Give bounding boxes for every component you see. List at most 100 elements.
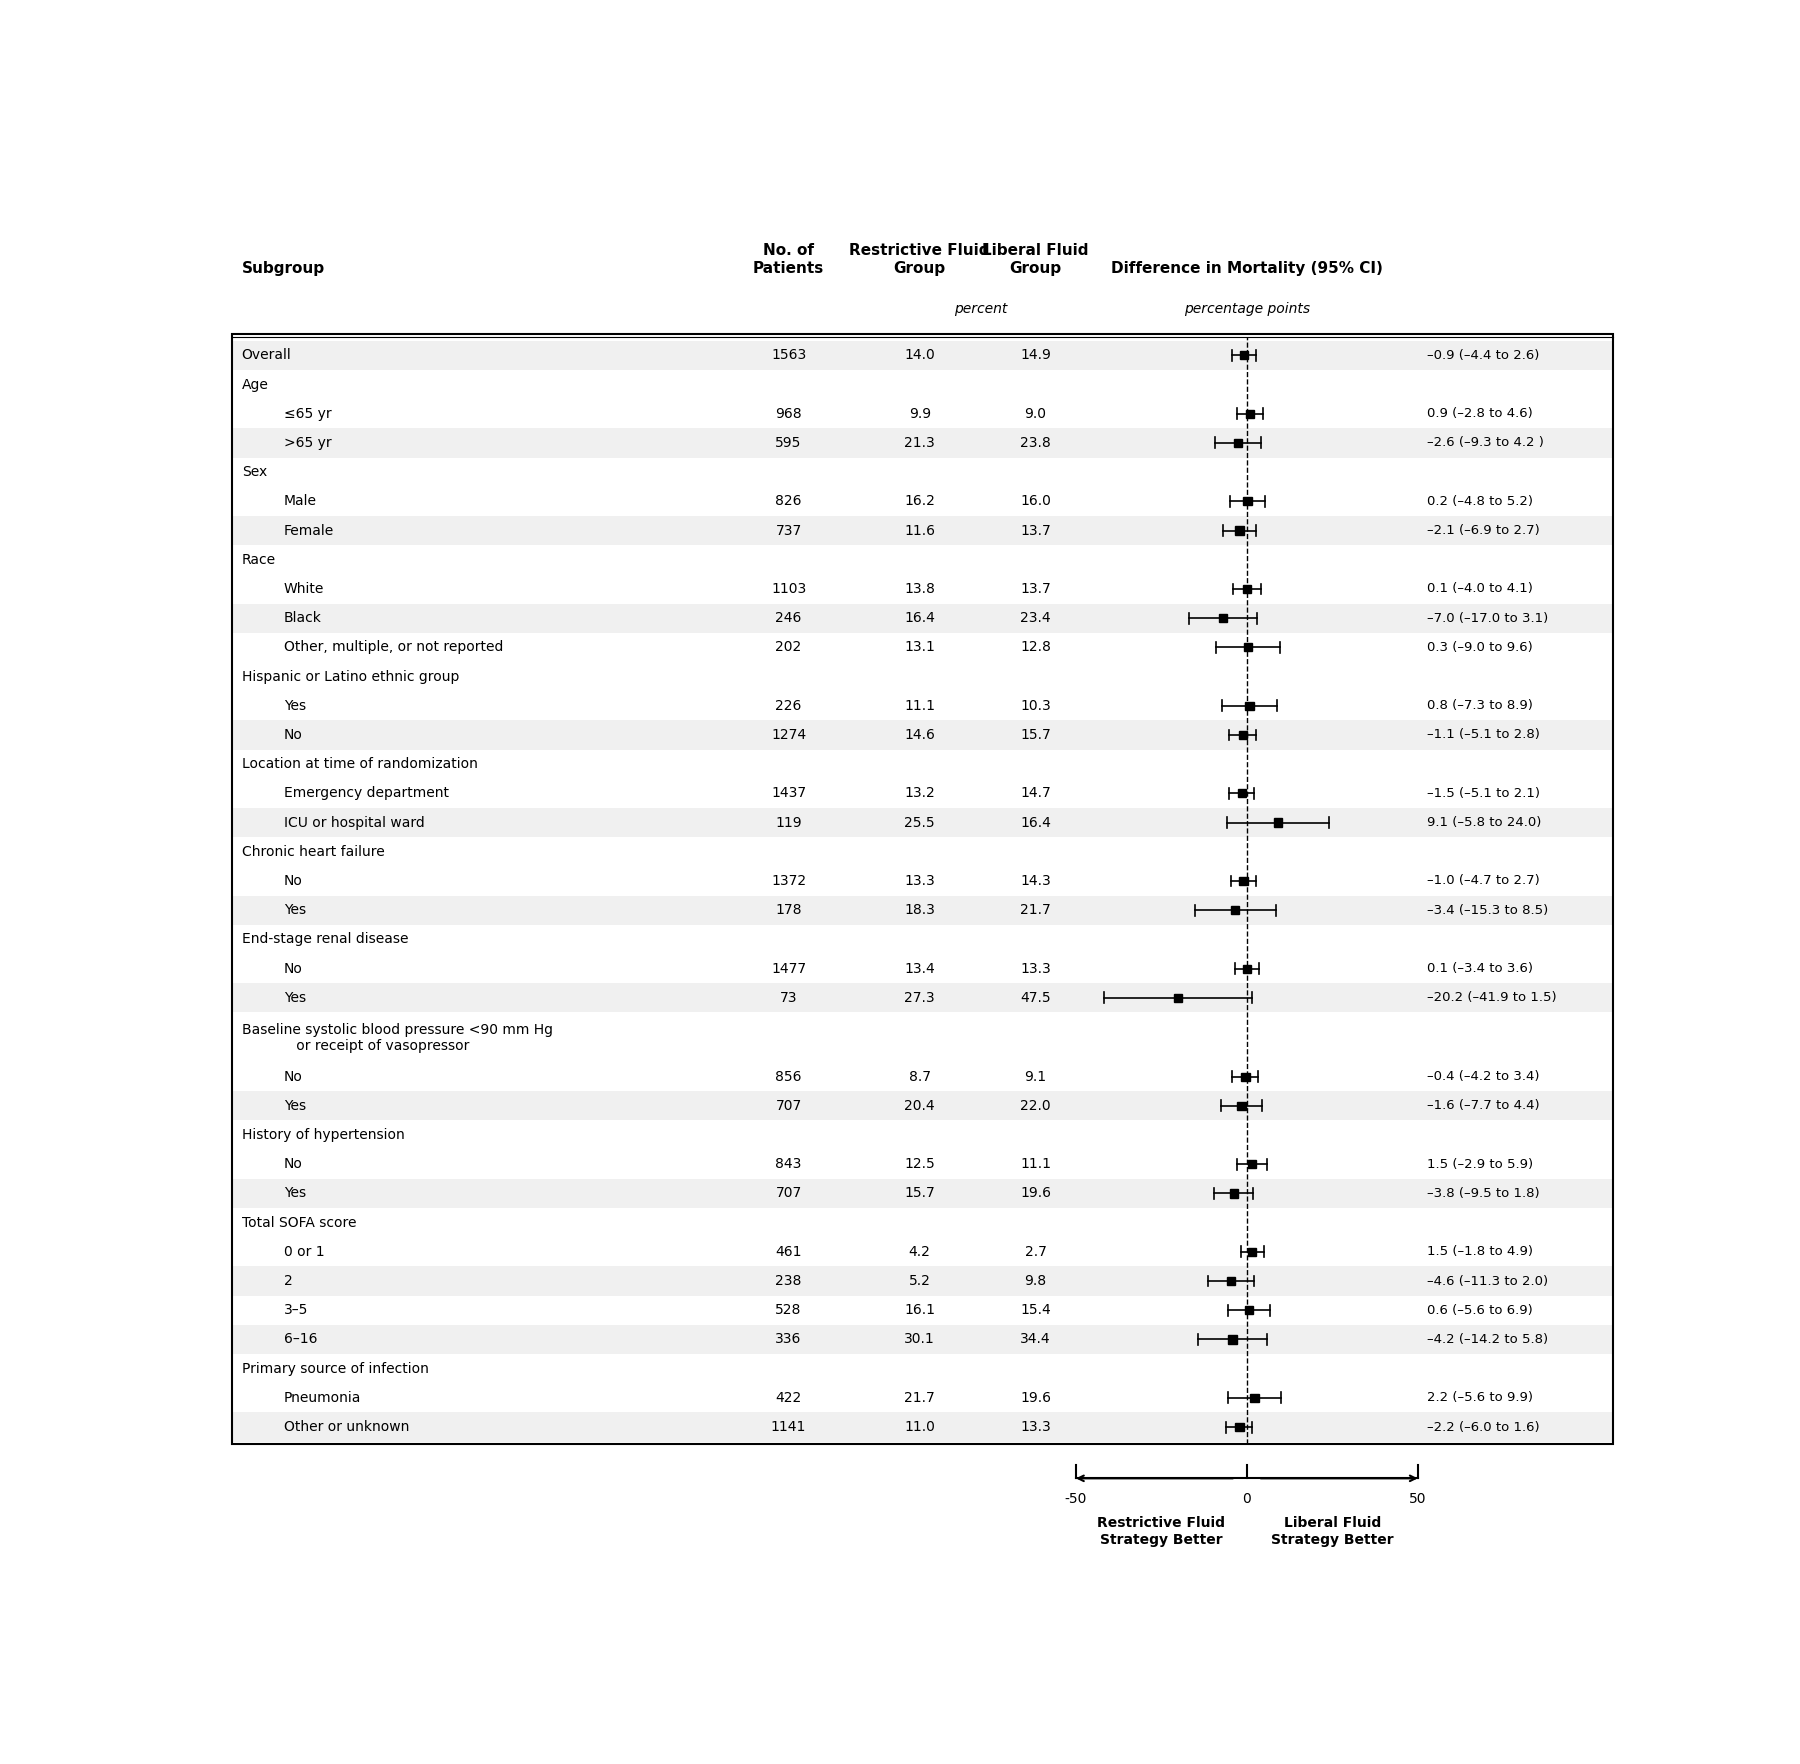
Text: 23.8: 23.8 — [1021, 436, 1051, 450]
Bar — [1237, 1102, 1246, 1110]
Text: -50: -50 — [1066, 1492, 1087, 1506]
Text: 16.2: 16.2 — [904, 494, 936, 508]
Text: 2.2 (–5.6 to 9.9): 2.2 (–5.6 to 9.9) — [1427, 1392, 1534, 1404]
Text: 707: 707 — [776, 1187, 801, 1201]
Text: 14.6: 14.6 — [904, 729, 936, 743]
Text: 8.7: 8.7 — [909, 1069, 931, 1083]
Text: Location at time of randomization: Location at time of randomization — [241, 757, 477, 771]
Text: 0.1 (–3.4 to 3.6): 0.1 (–3.4 to 3.6) — [1427, 961, 1534, 975]
Bar — [232, 1178, 1613, 1208]
Text: No: No — [284, 1157, 302, 1171]
Text: –20.2 (–41.9 to 1.5): –20.2 (–41.9 to 1.5) — [1427, 991, 1557, 1004]
Text: 9.0: 9.0 — [1024, 407, 1046, 422]
Text: White: White — [284, 582, 324, 596]
Text: Black: Black — [284, 610, 322, 624]
Text: 0.1 (–4.0 to 4.1): 0.1 (–4.0 to 4.1) — [1427, 582, 1534, 596]
Text: 0: 0 — [1242, 1492, 1251, 1506]
Text: –3.8 (–9.5 to 1.8): –3.8 (–9.5 to 1.8) — [1427, 1187, 1541, 1200]
Text: –0.9 (–4.4 to 2.6): –0.9 (–4.4 to 2.6) — [1427, 349, 1539, 362]
Text: Restrictive Fluid
Strategy Better: Restrictive Fluid Strategy Better — [1098, 1517, 1226, 1547]
Text: 178: 178 — [776, 903, 801, 917]
Text: 5.2: 5.2 — [909, 1274, 931, 1288]
Text: –2.2 (–6.0 to 1.6): –2.2 (–6.0 to 1.6) — [1427, 1420, 1541, 1434]
Text: Overall: Overall — [241, 348, 292, 362]
Text: Primary source of infection: Primary source of infection — [241, 1362, 428, 1376]
Text: 0.9 (–2.8 to 4.6): 0.9 (–2.8 to 4.6) — [1427, 407, 1534, 420]
Bar — [1231, 907, 1240, 914]
Text: 13.8: 13.8 — [904, 582, 936, 596]
Text: –3.4 (–15.3 to 8.5): –3.4 (–15.3 to 8.5) — [1427, 903, 1548, 917]
Text: 3–5: 3–5 — [284, 1304, 308, 1318]
Text: Other or unknown: Other or unknown — [284, 1420, 409, 1434]
Text: 1.5 (–1.8 to 4.9): 1.5 (–1.8 to 4.9) — [1427, 1245, 1534, 1258]
Text: 20.4: 20.4 — [904, 1099, 934, 1113]
Text: Male: Male — [284, 494, 317, 508]
Text: No. of
Patients: No. of Patients — [752, 243, 824, 275]
Text: 34.4: 34.4 — [1021, 1332, 1051, 1346]
Text: Liberal Fluid
Strategy Better: Liberal Fluid Strategy Better — [1271, 1517, 1393, 1547]
Text: 50: 50 — [1409, 1492, 1426, 1506]
Text: 18.3: 18.3 — [904, 903, 936, 917]
Text: 202: 202 — [776, 640, 801, 654]
Text: 22.0: 22.0 — [1021, 1099, 1051, 1113]
Text: Other, multiple, or not reported: Other, multiple, or not reported — [284, 640, 502, 654]
Bar — [1235, 1424, 1244, 1431]
Text: 843: 843 — [776, 1157, 801, 1171]
Text: 12.8: 12.8 — [1021, 640, 1051, 654]
Text: ≤65 yr: ≤65 yr — [284, 407, 331, 422]
Text: Restrictive Fluid
Group: Restrictive Fluid Group — [850, 243, 990, 275]
Text: 4.2: 4.2 — [909, 1245, 931, 1259]
Text: 9.1: 9.1 — [1024, 1069, 1046, 1083]
Bar — [232, 1413, 1613, 1441]
Text: Difference in Mortality (95% CI): Difference in Mortality (95% CI) — [1111, 261, 1382, 275]
Text: 707: 707 — [776, 1099, 801, 1113]
Bar — [1174, 993, 1183, 1002]
Text: 9.8: 9.8 — [1024, 1274, 1046, 1288]
Text: Yes: Yes — [284, 1099, 306, 1113]
Text: –4.6 (–11.3 to 2.0): –4.6 (–11.3 to 2.0) — [1427, 1275, 1548, 1288]
Text: 422: 422 — [776, 1390, 801, 1404]
Text: 0.8 (–7.3 to 8.9): 0.8 (–7.3 to 8.9) — [1427, 699, 1534, 713]
Text: 14.3: 14.3 — [1021, 873, 1051, 887]
Text: 13.4: 13.4 — [904, 961, 934, 975]
Text: 1477: 1477 — [770, 961, 806, 975]
Text: 15.7: 15.7 — [904, 1187, 934, 1201]
Text: 19.6: 19.6 — [1021, 1390, 1051, 1404]
Text: 11.6: 11.6 — [904, 524, 936, 538]
Text: 16.0: 16.0 — [1021, 494, 1051, 508]
Bar — [1228, 1335, 1237, 1344]
Text: 9.1 (–5.8 to 24.0): 9.1 (–5.8 to 24.0) — [1427, 817, 1543, 829]
Text: 856: 856 — [776, 1069, 801, 1083]
Text: 9.9: 9.9 — [909, 407, 931, 422]
Text: 1103: 1103 — [770, 582, 806, 596]
Text: –7.0 (–17.0 to 3.1): –7.0 (–17.0 to 3.1) — [1427, 612, 1548, 624]
Text: –1.0 (–4.7 to 2.7): –1.0 (–4.7 to 2.7) — [1427, 875, 1541, 887]
Text: 16.1: 16.1 — [904, 1304, 936, 1318]
Text: –1.5 (–5.1 to 2.1): –1.5 (–5.1 to 2.1) — [1427, 787, 1541, 799]
Bar — [232, 1092, 1613, 1120]
Text: –2.6 (–9.3 to 4.2 ): –2.6 (–9.3 to 4.2 ) — [1427, 436, 1544, 450]
Text: –4.2 (–14.2 to 5.8): –4.2 (–14.2 to 5.8) — [1427, 1334, 1548, 1346]
Bar — [232, 896, 1613, 924]
Bar — [1238, 789, 1246, 797]
Text: 11.0: 11.0 — [904, 1420, 936, 1434]
Bar — [1235, 526, 1244, 534]
Text: 16.4: 16.4 — [1021, 815, 1051, 829]
Bar — [232, 720, 1613, 750]
Text: 25.5: 25.5 — [904, 815, 934, 829]
Text: Subgroup: Subgroup — [241, 261, 324, 275]
Text: 11.1: 11.1 — [1021, 1157, 1051, 1171]
Text: 10.3: 10.3 — [1021, 699, 1051, 713]
Text: 30.1: 30.1 — [904, 1332, 934, 1346]
Text: 21.3: 21.3 — [904, 436, 934, 450]
Text: 19.6: 19.6 — [1021, 1187, 1051, 1201]
Text: 0.6 (–5.6 to 6.9): 0.6 (–5.6 to 6.9) — [1427, 1304, 1534, 1316]
Bar — [1246, 409, 1255, 418]
Text: 14.0: 14.0 — [904, 348, 934, 362]
Text: 2: 2 — [284, 1274, 292, 1288]
Text: Chronic heart failure: Chronic heart failure — [241, 845, 385, 859]
Text: 13.2: 13.2 — [904, 787, 934, 801]
Text: 826: 826 — [776, 494, 801, 508]
Bar — [232, 603, 1613, 633]
Text: 47.5: 47.5 — [1021, 991, 1051, 1005]
